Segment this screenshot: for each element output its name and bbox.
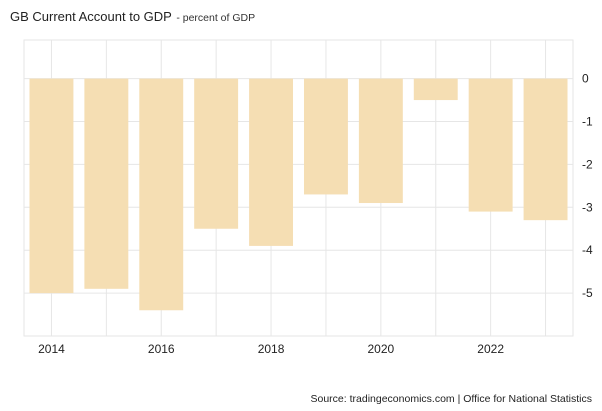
- y-tick-label: -4: [582, 243, 593, 257]
- y-tick-label: -1: [582, 115, 593, 129]
- bar-2016: [139, 78, 184, 311]
- bar-2015: [84, 78, 129, 289]
- bar-2017: [194, 78, 239, 229]
- y-tick-label: -5: [582, 286, 593, 300]
- bar-2020: [358, 78, 403, 204]
- bar-2014: [29, 78, 74, 294]
- bar-2018: [249, 78, 294, 246]
- x-tick-label: 2016: [148, 342, 175, 356]
- chart-title: GB Current Account to GDP - percent of G…: [10, 8, 255, 26]
- x-tick-label: 2022: [477, 342, 504, 356]
- chart-subtitle: - percent of GDP: [176, 12, 256, 24]
- bar-2021: [413, 78, 458, 101]
- bar-2022: [468, 78, 513, 212]
- bar-2023: [523, 78, 568, 221]
- chart-title-main: GB Current Account to GDP: [10, 9, 172, 24]
- x-tick-label: 2018: [258, 342, 285, 356]
- bar-2019: [303, 78, 348, 195]
- y-tick-label: 0: [582, 72, 589, 86]
- plot-frame: [23, 39, 574, 337]
- source-note: Source: tradingeconomics.com | Office fo…: [310, 393, 593, 405]
- y-tick-label: -2: [582, 157, 593, 171]
- x-tick-label: 2014: [38, 342, 65, 356]
- y-tick-label: -3: [582, 200, 593, 214]
- x-tick-label: 2020: [367, 342, 394, 356]
